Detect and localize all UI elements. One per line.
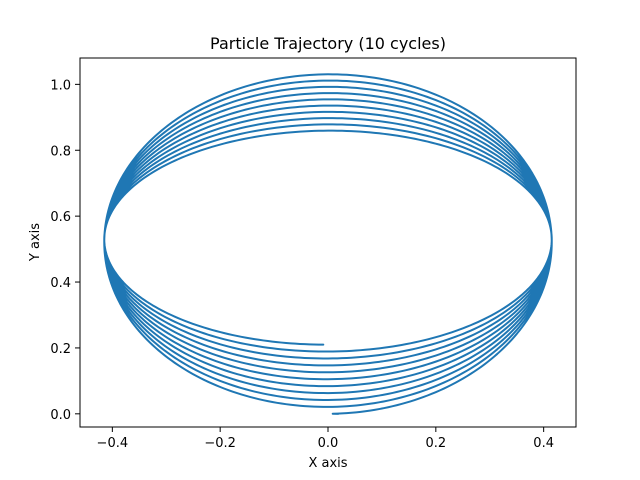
x-tick-label: −0.2 <box>204 436 236 451</box>
y-axis-label: Y axis <box>28 223 43 262</box>
plot-frame <box>79 57 577 428</box>
y-tick-label: 0.8 <box>50 144 71 159</box>
y-tick-label: 0.4 <box>50 276 71 291</box>
trajectory-line <box>103 73 553 415</box>
y-axis-ticks: 0.0 0.2 0.4 0.6 0.8 1.0 <box>50 78 80 423</box>
chart-title: Particle Trajectory (10 cycles) <box>210 34 446 53</box>
plot-area <box>80 58 576 427</box>
y-tick-label: 1.0 <box>50 78 71 93</box>
x-tick-label: 0.2 <box>425 436 446 451</box>
x-tick-label: 0.0 <box>318 436 339 451</box>
y-tick-label: 0.2 <box>50 342 71 357</box>
y-tick-label: 0.6 <box>50 210 71 225</box>
x-axis-label: X axis <box>308 456 347 471</box>
x-tick-label: −0.4 <box>97 436 129 451</box>
x-axis-ticks: −0.4 −0.2 0.0 0.2 0.4 <box>97 427 554 451</box>
y-tick-label: 0.0 <box>50 408 71 423</box>
x-tick-label: 0.4 <box>533 436 554 451</box>
